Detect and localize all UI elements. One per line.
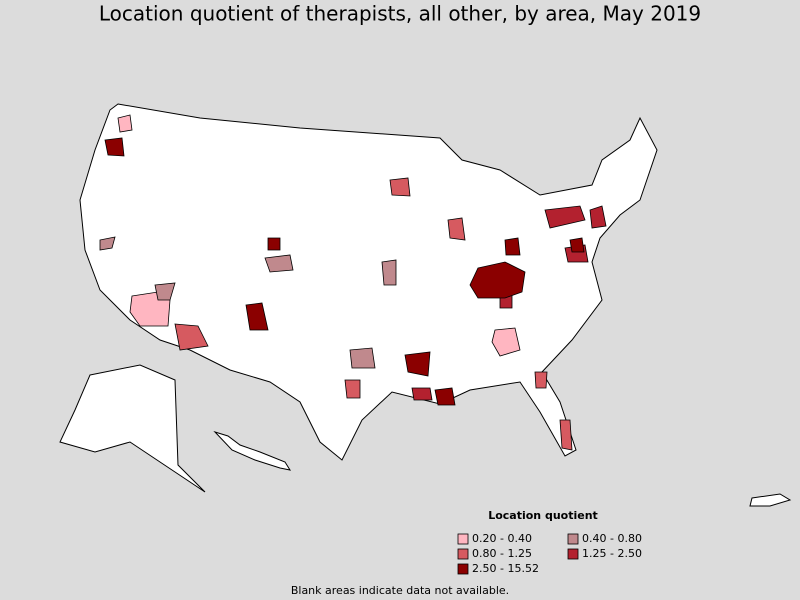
legend-label: 1.25 - 2.50 bbox=[582, 547, 642, 560]
region bbox=[267, 237, 281, 251]
region bbox=[404, 351, 431, 377]
contiguous-us bbox=[79, 103, 658, 461]
region bbox=[534, 371, 548, 389]
map-title: Location quotient of therapists, all oth… bbox=[99, 2, 701, 26]
region bbox=[559, 419, 573, 451]
region bbox=[381, 259, 397, 286]
legend-label: 0.80 - 1.25 bbox=[472, 547, 532, 560]
region bbox=[589, 205, 607, 229]
region bbox=[344, 379, 361, 399]
region bbox=[104, 137, 125, 157]
legend-swatch bbox=[567, 548, 579, 560]
hawaii bbox=[213, 430, 292, 471]
map bbox=[59, 103, 792, 507]
region bbox=[469, 261, 526, 299]
region bbox=[569, 237, 585, 253]
legend-swatch bbox=[457, 548, 469, 560]
region bbox=[99, 236, 116, 251]
region bbox=[411, 387, 433, 401]
legend-swatch bbox=[457, 563, 469, 575]
region bbox=[504, 237, 521, 256]
legend-label: 0.40 - 0.80 bbox=[582, 532, 642, 545]
region bbox=[389, 177, 411, 197]
footnote: Blank areas indicate data not available. bbox=[291, 584, 509, 597]
puerto-rico bbox=[749, 493, 792, 507]
region bbox=[117, 114, 133, 133]
alaska bbox=[59, 364, 206, 493]
region bbox=[245, 302, 269, 331]
region bbox=[264, 254, 294, 273]
region bbox=[544, 205, 586, 229]
region bbox=[154, 282, 176, 301]
region bbox=[434, 387, 456, 406]
region bbox=[174, 323, 209, 351]
legend-label: 2.50 - 15.52 bbox=[472, 562, 539, 575]
region bbox=[349, 347, 376, 369]
legend-swatch bbox=[457, 533, 469, 545]
legend-title: Location quotient bbox=[488, 509, 598, 522]
legend-label: 0.20 - 0.40 bbox=[472, 532, 532, 545]
region bbox=[447, 217, 466, 241]
legend: 0.20 - 0.40 0.40 - 0.80 0.80 - 1.25 1.25 - … bbox=[457, 532, 642, 575]
legend-swatch bbox=[567, 533, 579, 545]
region bbox=[491, 327, 521, 357]
